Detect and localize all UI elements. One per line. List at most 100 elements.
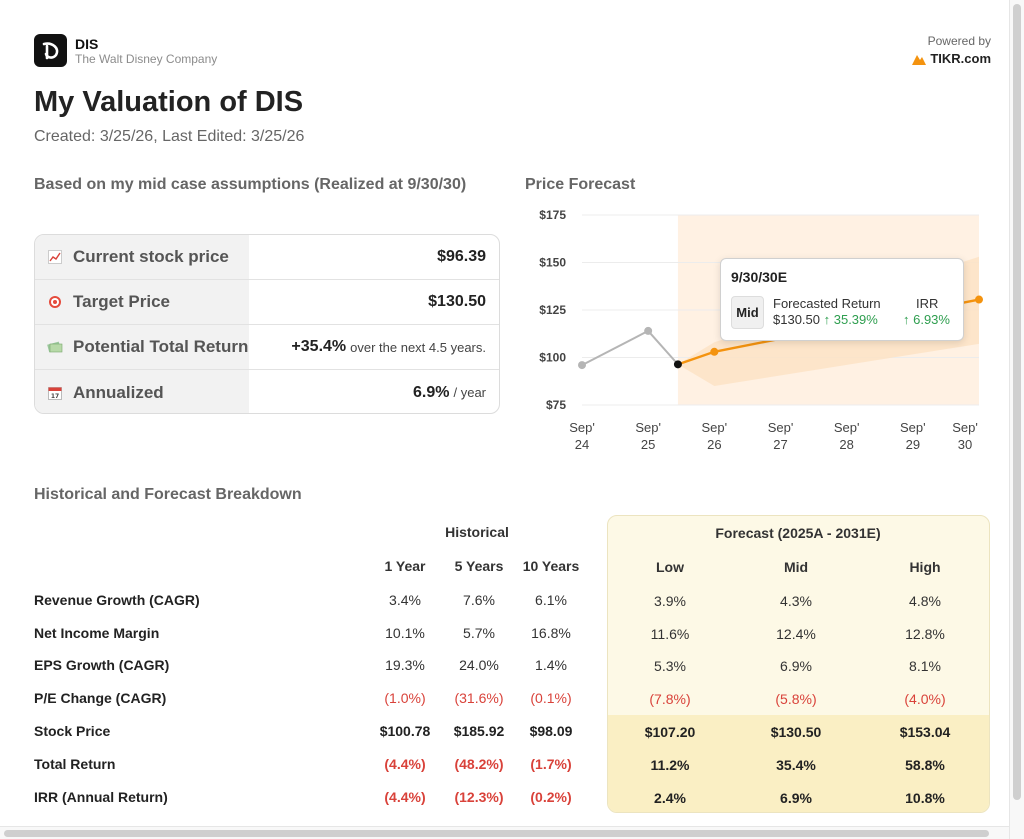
historical-column-header: 10 Years [522, 558, 580, 574]
forecast-cell: 12.4% [776, 626, 816, 642]
historical-point [644, 326, 653, 335]
forecast-cell: $107.20 [644, 724, 696, 740]
horizontal-scrollbar[interactable] [0, 826, 1009, 839]
historical-cell: (31.6%) [454, 690, 504, 706]
x-tick-label: Sep' [635, 420, 661, 435]
summary-heading: Based on my mid case assumptions (Realiz… [34, 176, 467, 193]
tooltip-scenario-badge: Mid [731, 296, 764, 329]
historical-cell: 1.4% [535, 657, 567, 673]
historical-cell: 19.3% [385, 657, 425, 673]
row-label: IRR (Annual Return) [34, 789, 168, 805]
historical-group-header: Historical [445, 524, 509, 540]
powered-by-label: Powered by [927, 34, 991, 48]
tooltip-return-value: $130.50 ↑ 35.39% [773, 312, 878, 327]
historical-cell: (1.7%) [530, 756, 572, 772]
forecast-cell: 2.4% [654, 790, 686, 806]
historical-cell: (0.2%) [530, 789, 572, 805]
historical-cell: $100.78 [379, 723, 431, 739]
row-label: P/E Change (CAGR) [34, 690, 167, 706]
historical-cell: 24.0% [459, 657, 499, 673]
vertical-scrollbar[interactable] [1009, 0, 1024, 839]
forecast-cell: 3.9% [654, 593, 686, 609]
summary-label-cell: Target Price [35, 280, 249, 324]
historical-cell: (4.4%) [384, 789, 426, 805]
created-date: Created: 3/25/26, Last Edited: 3/25/26 [34, 128, 305, 145]
chart-heading: Price Forecast [525, 176, 636, 193]
x-tick-label: 26 [707, 437, 721, 452]
summary-label: Annualized [73, 382, 164, 402]
row-label: Stock Price [34, 723, 111, 739]
forecast-cell: 58.8% [905, 757, 945, 773]
page-title: My Valuation of DIS [34, 86, 304, 118]
historical-cell: (48.2%) [454, 756, 504, 772]
summary-suffix: / year [453, 385, 486, 400]
chart-tooltip: 9/30/30E Mid Forecasted Return $130.50 ↑… [720, 258, 964, 341]
historical-cell: (0.1%) [530, 690, 572, 706]
historical-cell: (4.4%) [384, 756, 426, 772]
row-label: Revenue Growth (CAGR) [34, 592, 200, 608]
x-tick-label: 29 [906, 437, 920, 452]
valuation-page: DIS The Walt Disney Company Powered by T… [34, 34, 991, 813]
summary-table: Current stock price $96.39 Target Price … [34, 234, 500, 414]
company-name: The Walt Disney Company [75, 52, 218, 66]
forecast-group-header: Forecast (2025A - 2031E) [715, 525, 881, 541]
tikr-brand[interactable]: TIKR.com [912, 51, 991, 66]
historical-cell: 5.7% [463, 625, 495, 641]
forecast-cell: 6.9% [780, 790, 812, 806]
forecast-cell: (5.8%) [775, 691, 817, 707]
summary-value-cell: $130.50 [249, 280, 499, 324]
forecast-cell: 35.4% [776, 757, 816, 773]
tooltip-irr-label: IRR [916, 296, 939, 311]
tooltip-return-pct: ↑ 35.39% [823, 312, 878, 327]
historical-cell: $98.09 [529, 723, 573, 739]
tikr-brand-label: TIKR.com [930, 51, 991, 66]
x-tick-label: 30 [958, 437, 972, 452]
forecast-point [710, 347, 719, 356]
calendar-icon: 17 [47, 385, 63, 401]
summary-row: 17 Annualized 6.9% / year [35, 370, 499, 413]
historical-cell: 16.8% [531, 625, 571, 641]
historical-cell: (1.0%) [384, 690, 426, 706]
historical-cell: 3.4% [389, 592, 421, 608]
tooltip-return-label: Forecasted Return [773, 296, 881, 311]
x-tick-label: Sep' [900, 420, 926, 435]
summary-suffix: over the next 4.5 years. [350, 339, 486, 355]
forecast-cell: (4.0%) [904, 691, 946, 707]
summary-row: Current stock price $96.39 [35, 235, 499, 280]
x-tick-label: Sep' [952, 420, 978, 435]
money-icon [47, 339, 63, 355]
x-tick-label: Sep' [834, 420, 860, 435]
summary-value-cell: $96.39 [249, 235, 499, 279]
forecast-cell: 8.1% [909, 658, 941, 674]
summary-value: 6.9% [413, 383, 450, 401]
historical-cell: 7.6% [463, 592, 495, 608]
vertical-scroll-thumb[interactable] [1013, 4, 1021, 800]
forecast-cell: 11.2% [650, 757, 690, 773]
svg-text:17: 17 [51, 393, 59, 400]
summary-label: Target Price [73, 292, 171, 311]
summary-value: $96.39 [437, 248, 486, 265]
row-label: Net Income Margin [34, 625, 160, 641]
historical-cell: $185.92 [453, 723, 505, 739]
y-tick-label: $75 [546, 398, 566, 412]
x-tick-label: Sep' [768, 420, 794, 435]
forecast-column-header: Mid [783, 559, 809, 575]
summary-value-cell: 6.9% / year [249, 370, 499, 413]
summary-value: +35.4% [291, 338, 347, 355]
tooltip-return-price: $130.50 [773, 312, 820, 327]
summary-row: Target Price $130.50 [35, 280, 499, 325]
x-tick-label: 25 [641, 437, 655, 452]
forecast-cell: 4.8% [909, 593, 941, 609]
forecast-cell: 11.6% [650, 626, 690, 642]
summary-label: Current stock price [73, 247, 229, 266]
tooltip-date: 9/30/30E [731, 269, 788, 285]
forecast-cell: $130.50 [770, 724, 822, 740]
forecast-cell: 4.3% [780, 593, 812, 609]
breakdown-heading: Historical and Forecast Breakdown [34, 486, 302, 503]
historical-cell: 10.1% [385, 625, 425, 641]
forecast-highlight [608, 715, 989, 812]
y-tick-label: $150 [539, 256, 566, 270]
historical-cell: 6.1% [535, 592, 567, 608]
horizontal-scroll-thumb[interactable] [4, 830, 989, 837]
disney-logo-icon [34, 34, 67, 67]
